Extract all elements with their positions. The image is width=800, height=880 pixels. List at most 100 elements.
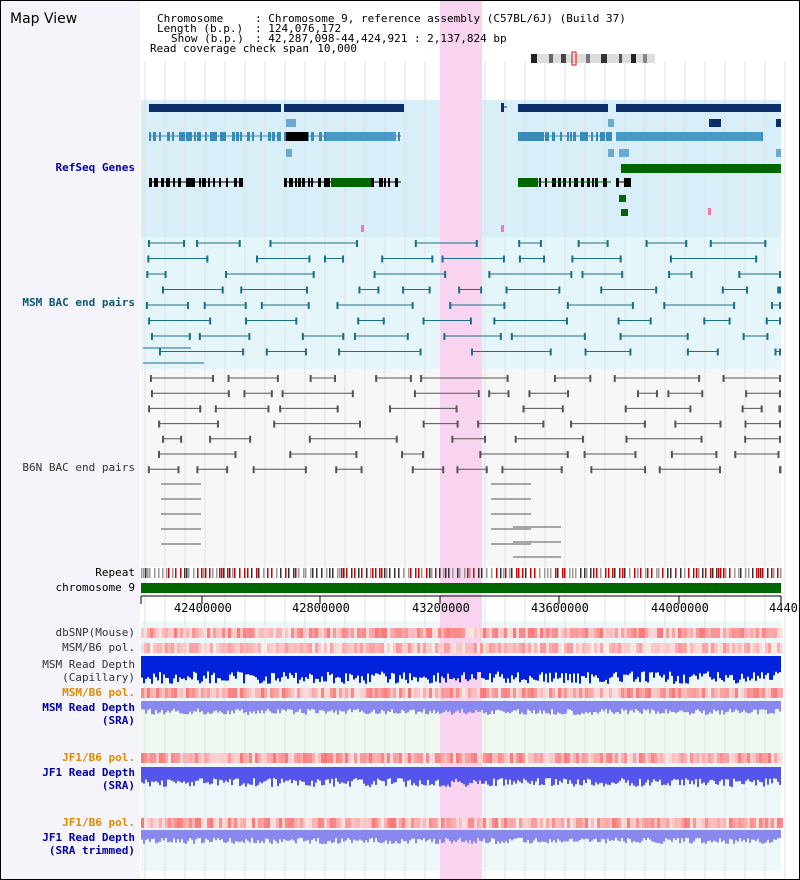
read-depth-bar bbox=[555, 656, 557, 673]
read-depth-bar bbox=[627, 656, 629, 676]
polymorphism-cell bbox=[162, 753, 165, 763]
polymorphism-cell bbox=[678, 628, 681, 638]
read-depth-bar bbox=[527, 767, 529, 783]
polymorphism-cell bbox=[510, 628, 513, 638]
polymorphism-cell bbox=[753, 753, 756, 763]
bac-end bbox=[686, 348, 689, 356]
read-depth-bar bbox=[539, 701, 541, 711]
repeat-mark bbox=[740, 568, 742, 578]
polymorphism-cell bbox=[264, 643, 267, 653]
track-label-refseq: RefSeq Genes bbox=[55, 161, 135, 174]
polymorphism-cell bbox=[279, 628, 282, 638]
polymorphism-cell bbox=[141, 688, 144, 698]
read-depth-bar bbox=[761, 701, 763, 710]
read-depth-bar bbox=[197, 656, 199, 681]
read-depth-bar bbox=[509, 830, 511, 840]
polymorphism-cell bbox=[588, 818, 591, 828]
polymorphism-cell bbox=[162, 688, 165, 698]
repeat-mark bbox=[612, 568, 614, 578]
read-depth-bar bbox=[411, 701, 413, 710]
repeat-mark bbox=[745, 568, 747, 578]
polymorphism-cell bbox=[483, 643, 486, 653]
read-depth-bar bbox=[401, 701, 403, 710]
gene-exon bbox=[149, 132, 151, 141]
read-depth-bar bbox=[565, 701, 567, 714]
polymorphism-cell bbox=[414, 643, 417, 653]
polymorphism-cell bbox=[522, 643, 525, 653]
bac-end bbox=[355, 451, 358, 458]
polymorphism-cell bbox=[222, 643, 225, 653]
polymorphism-cell bbox=[537, 753, 540, 763]
polymorphism-cell bbox=[408, 753, 411, 763]
read-depth-bar bbox=[487, 656, 489, 680]
read-depth-bar bbox=[201, 656, 203, 682]
read-depth-bar bbox=[425, 656, 427, 678]
read-depth-bar bbox=[361, 701, 363, 711]
read-depth-bar bbox=[735, 830, 737, 841]
bac-end bbox=[499, 333, 502, 340]
bac-end bbox=[188, 333, 191, 340]
read-depth-bar bbox=[353, 701, 355, 710]
track-label-jf1-sra: (SRA) bbox=[101, 779, 135, 792]
polymorphism-cell bbox=[177, 643, 180, 653]
repeat-mark bbox=[760, 568, 762, 578]
bac-end bbox=[161, 286, 164, 294]
polymorphism-cell bbox=[501, 643, 504, 653]
polymorphism-cell bbox=[693, 818, 696, 828]
track-label-chromosome: chromosome 9 bbox=[55, 581, 135, 594]
read-depth-bar bbox=[279, 767, 281, 784]
read-depth-bar bbox=[203, 701, 205, 715]
bac-end bbox=[265, 348, 268, 356]
read-depth-bar bbox=[655, 701, 657, 714]
polymorphism-cell bbox=[411, 643, 414, 653]
bac-end bbox=[518, 240, 521, 247]
polymorphism-cell bbox=[612, 628, 615, 638]
read-depth-bar bbox=[425, 830, 427, 842]
polymorphism-cell bbox=[207, 628, 210, 638]
polymorphism-cell bbox=[519, 628, 522, 638]
polymorphism-cell bbox=[699, 628, 702, 638]
polymorphism-cell bbox=[231, 628, 234, 638]
read-depth-bar bbox=[353, 767, 355, 780]
read-depth-bar bbox=[587, 767, 589, 779]
read-depth-bar bbox=[699, 656, 701, 674]
bac-end bbox=[629, 348, 632, 356]
polymorphism-cell bbox=[780, 753, 783, 763]
polymorphism-cell bbox=[570, 628, 573, 638]
polymorphism-cell bbox=[318, 643, 321, 653]
read-depth-bar bbox=[331, 830, 333, 844]
read-depth-bar bbox=[455, 830, 457, 842]
read-depth-bar bbox=[703, 701, 705, 711]
polymorphism-cell bbox=[603, 753, 606, 763]
read-depth-bar bbox=[611, 656, 613, 677]
read-depth-bar bbox=[641, 656, 643, 673]
bac-end bbox=[760, 405, 763, 413]
polymorphism-cell bbox=[279, 818, 282, 828]
read-depth-bar bbox=[569, 830, 571, 840]
read-depth-bar bbox=[477, 701, 479, 712]
polymorphism-cell bbox=[639, 688, 642, 698]
polymorphism-cell bbox=[738, 753, 741, 763]
repeat-mark bbox=[403, 568, 405, 578]
polymorphism-cell bbox=[696, 688, 699, 698]
bac-end bbox=[765, 317, 768, 325]
read-depth-bar bbox=[441, 767, 443, 786]
polymorphism-cell bbox=[558, 688, 561, 698]
polymorphism-cell bbox=[747, 643, 750, 653]
read-depth-bar bbox=[381, 830, 383, 844]
polymorphism-cell bbox=[606, 753, 609, 763]
bac-end bbox=[475, 240, 478, 247]
polymorphism-cell bbox=[774, 753, 777, 763]
read-depth-bar bbox=[639, 656, 641, 683]
read-depth-bar bbox=[463, 701, 465, 713]
read-depth-bar bbox=[247, 701, 249, 715]
track-label-repeat: Repeat bbox=[95, 566, 135, 579]
repeat-mark bbox=[580, 568, 582, 578]
read-depth-bar bbox=[705, 701, 707, 715]
polymorphism-cell bbox=[363, 628, 366, 638]
polymorphism-cell bbox=[591, 688, 594, 698]
polymorphism-cell bbox=[216, 643, 219, 653]
read-depth-bar bbox=[615, 656, 617, 673]
bac-end bbox=[411, 466, 414, 474]
